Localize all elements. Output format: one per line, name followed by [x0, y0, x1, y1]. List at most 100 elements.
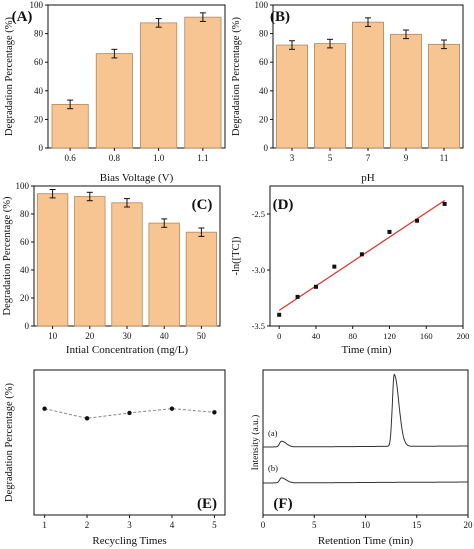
- data-point: [387, 229, 392, 234]
- panel-label: (B): [270, 9, 290, 25]
- bar: [184, 16, 222, 149]
- x-tick-label: 5: [312, 520, 317, 530]
- bar: [428, 43, 460, 149]
- bar: [276, 44, 308, 149]
- plot-frame: [47, 4, 226, 149]
- data-point: [332, 264, 337, 269]
- y-tick-label: -3.5: [252, 321, 265, 331]
- x-tick-label: 1.1: [197, 153, 208, 163]
- panel-label: (D): [273, 197, 294, 213]
- bar: [314, 43, 346, 149]
- y-tick-label: 60: [34, 57, 44, 67]
- y-tick-label: 40: [259, 86, 269, 96]
- chromatogram-trace: [263, 477, 468, 484]
- x-tick-label: 0: [261, 520, 266, 530]
- x-tick-label: 200: [457, 331, 470, 341]
- y-axis-label: Intensity (a.u.): [250, 415, 261, 471]
- x-axis-label: Bias Voltage (V): [100, 172, 174, 184]
- y-tick-label: -3.0: [252, 265, 265, 275]
- plot-frame: [33, 369, 226, 516]
- y-axis-label: Degradation Percentage (%): [2, 196, 13, 315]
- series-label: (b): [268, 463, 278, 473]
- y-tick-label: 60: [259, 57, 269, 67]
- y-tick-label: 40: [34, 86, 44, 96]
- y-tick-label: 0: [264, 143, 269, 153]
- bar: [352, 21, 384, 149]
- plot-frame: [262, 369, 469, 516]
- x-tick-label: 0.8: [109, 153, 121, 163]
- bar: [185, 231, 218, 327]
- x-tick-label: 30: [123, 331, 133, 341]
- panel-d-kinetics-chart: (D) Time (min) -ln([TC]) 0 40 80 120 160 200 -3.5…: [231, 185, 470, 356]
- x-axis-label: Recycling Times: [92, 535, 166, 547]
- y-tick-label: 20: [20, 293, 30, 303]
- x-tick-label: 120: [383, 331, 396, 341]
- bar: [74, 196, 106, 327]
- data-point: [127, 410, 132, 416]
- x-tick-label: 0.6: [65, 153, 77, 163]
- x-tick-label: 40: [160, 331, 170, 341]
- x-tick-label: 5: [328, 153, 333, 163]
- data-point: [169, 406, 175, 411]
- panel-label: (F): [273, 496, 292, 512]
- bar: [36, 193, 69, 327]
- y-tick-label: 80: [20, 209, 30, 219]
- y-tick-label: 40: [20, 265, 30, 275]
- x-tick-label: 5: [212, 520, 217, 530]
- x-tick-label: 1.0: [153, 153, 165, 163]
- data-point: [442, 201, 447, 206]
- x-axis-label: Intial Concentration (mg/L): [66, 344, 189, 356]
- x-tick-label: 10: [48, 331, 58, 341]
- y-axis-label: Degradation Percentage (%): [4, 383, 15, 502]
- data-point: [415, 218, 420, 223]
- x-tick-label: 80: [348, 331, 357, 341]
- bar: [95, 53, 133, 149]
- y-tick-label: -2.5: [252, 209, 265, 219]
- x-axis-label: pH: [361, 172, 375, 184]
- panel-label: (E): [197, 496, 217, 512]
- x-tick-label: 15: [412, 520, 422, 530]
- y-tick-label: 20: [259, 114, 269, 124]
- y-tick-label: 80: [259, 29, 269, 39]
- data-point: [295, 294, 300, 299]
- x-tick-label: 2: [85, 520, 90, 530]
- y-axis-label: Degradation Percentage (%): [4, 17, 15, 136]
- x-tick-label: 0: [277, 331, 281, 341]
- y-tick-label: 100: [16, 181, 30, 191]
- x-tick-label: 9: [404, 153, 409, 163]
- x-tick-label: 50: [197, 331, 207, 341]
- bar: [111, 202, 143, 327]
- bar: [390, 33, 422, 149]
- x-tick-label: 10: [361, 520, 371, 530]
- x-tick-label: 11: [440, 153, 449, 163]
- bar: [148, 222, 180, 327]
- x-tick-label: 3: [290, 153, 295, 163]
- chromatogram-trace: [263, 373, 468, 448]
- x-tick-label: 20: [85, 331, 95, 341]
- x-tick-label: 40: [312, 331, 321, 341]
- data-point: [84, 416, 90, 421]
- y-tick-label: 60: [20, 237, 30, 247]
- data-point: [359, 252, 364, 257]
- panel-b-ph-chart: (B) pH Degradation Percentage (%) 0 20 40 60 80…: [231, 0, 464, 184]
- panel-label: (A): [12, 9, 33, 25]
- panel-label: (C): [192, 197, 213, 213]
- y-axis-label: -ln([TC]): [231, 236, 242, 276]
- y-tick-label: 100: [255, 0, 269, 10]
- y-tick-label: 100: [30, 0, 44, 10]
- y-tick-label: 80: [34, 29, 44, 39]
- x-tick-label: 7: [366, 153, 371, 163]
- panel-a-bias-voltage-chart: (A) Bias Voltage (V) Degradation Percentag…: [4, 0, 226, 184]
- panel-f-hplc-chart: (F) Retention Time (min) Intensity (a.u.) 0…: [250, 369, 474, 547]
- bar: [51, 103, 89, 149]
- panel-e-recycling-chart: (E) Recycling Times Degradation Percentage…: [4, 369, 226, 547]
- data-point: [313, 284, 318, 289]
- x-tick-label: 160: [420, 331, 433, 341]
- series-label: (a): [268, 428, 278, 438]
- x-tick-label: 20: [464, 520, 474, 530]
- data-point: [212, 410, 217, 415]
- bar: [140, 22, 178, 149]
- y-tick-label: 20: [34, 114, 44, 124]
- x-tick-label: 3: [127, 520, 132, 530]
